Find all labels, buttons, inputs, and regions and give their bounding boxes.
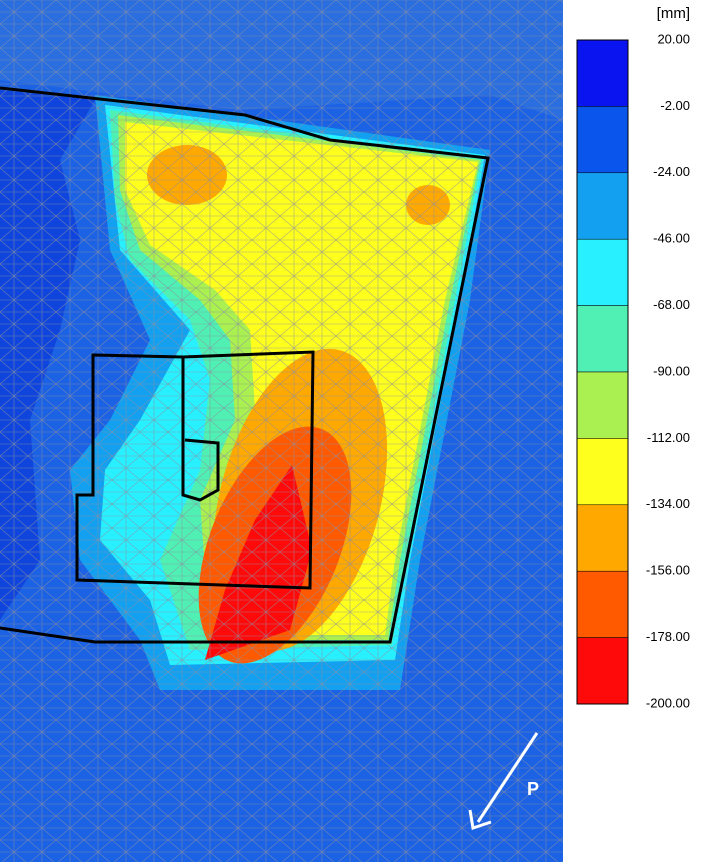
contour-plot: P — [0, 0, 563, 862]
legend-frame — [576, 39, 629, 705]
legend-unit: [mm] — [657, 5, 690, 22]
legend-label: -200.00 — [646, 695, 690, 710]
legend-label: -112.00 — [647, 430, 690, 445]
legend-label: -90.00 — [653, 363, 690, 378]
legend-band — [576, 106, 629, 174]
legend-label: -68.00 — [653, 297, 690, 312]
legend-label: -2.00 — [660, 98, 690, 113]
legend-band — [576, 637, 629, 705]
legend-label: -134.00 — [646, 496, 690, 511]
legend-label: -24.00 — [653, 164, 690, 179]
legend-band — [576, 504, 629, 572]
legend-band — [576, 371, 629, 439]
legend-label: -46.00 — [653, 231, 690, 246]
legend-label: -156.00 — [646, 563, 690, 578]
load-label: P — [527, 779, 539, 799]
legend-band — [576, 305, 629, 373]
legend-label: -178.00 — [646, 629, 690, 644]
legend-band — [576, 238, 629, 306]
legend-band — [576, 172, 629, 240]
color-legend: 20.00 -2.00 -24.00 -46.00 -68.00 -90.00 -112.0… — [576, 31, 690, 710]
legend-band — [576, 438, 629, 506]
legend-band — [576, 39, 629, 107]
legend-label: 20.00 — [657, 31, 690, 46]
legend-band — [576, 570, 629, 638]
